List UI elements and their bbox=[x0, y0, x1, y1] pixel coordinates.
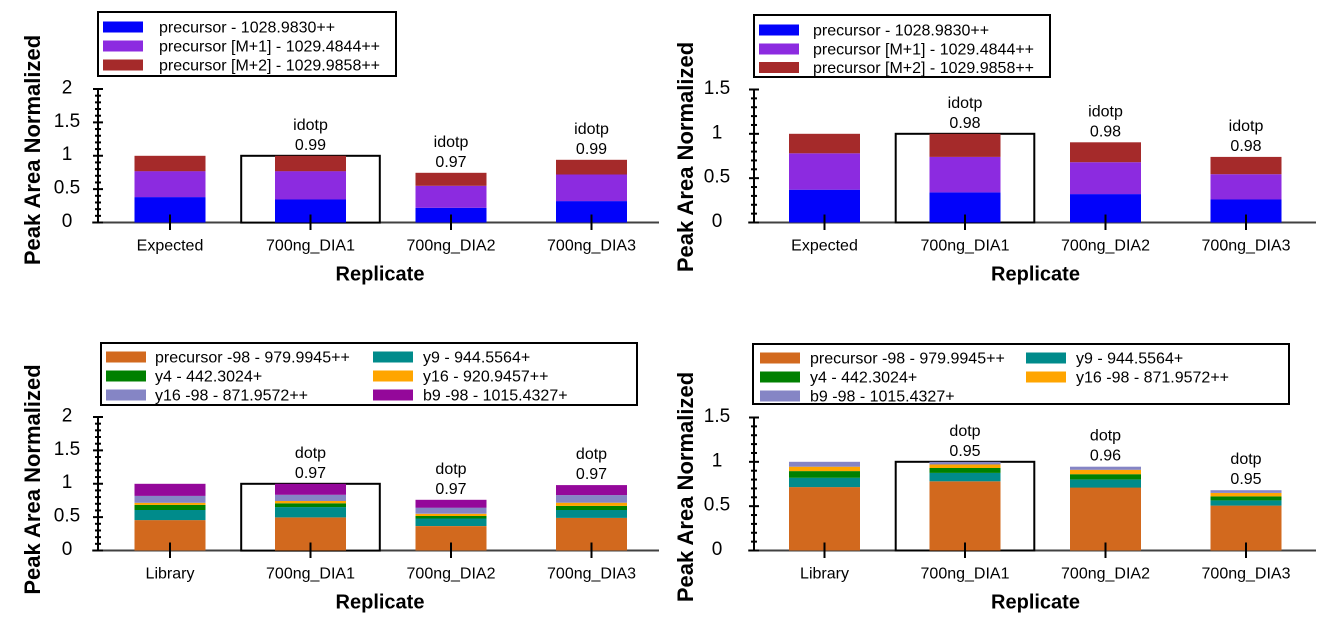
svg-text:precursor [M+1] - 1029.4844++: precursor [M+1] - 1029.4844++ bbox=[813, 42, 1034, 59]
svg-text:2: 2 bbox=[62, 406, 73, 427]
svg-text:b9 -98 - 1015.4327+: b9 -98 - 1015.4327+ bbox=[810, 389, 955, 406]
svg-text:idotp: idotp bbox=[574, 121, 609, 138]
svg-text:1.5: 1.5 bbox=[54, 111, 80, 132]
svg-text:0: 0 bbox=[712, 539, 723, 560]
svg-text:0.5: 0.5 bbox=[704, 495, 730, 516]
svg-text:dotp: dotp bbox=[435, 461, 466, 478]
svg-text:700ng_DIA1: 700ng_DIA1 bbox=[921, 566, 1010, 583]
svg-text:1: 1 bbox=[712, 450, 723, 471]
svg-text:0.99: 0.99 bbox=[295, 137, 326, 154]
svg-text:Peak Area Normalized: Peak Area Normalized bbox=[673, 42, 698, 272]
svg-text:0.95: 0.95 bbox=[1230, 471, 1261, 488]
svg-text:idotp: idotp bbox=[1088, 103, 1123, 120]
svg-text:precursor -98 - 979.9945++: precursor -98 - 979.9945++ bbox=[155, 350, 350, 367]
svg-text:1.5: 1.5 bbox=[704, 406, 730, 427]
svg-text:700ng_DIA1: 700ng_DIA1 bbox=[921, 238, 1010, 255]
svg-text:Replicate: Replicate bbox=[336, 264, 425, 286]
svg-text:1.5: 1.5 bbox=[704, 78, 730, 99]
svg-text:0: 0 bbox=[62, 539, 73, 560]
svg-text:Library: Library bbox=[146, 566, 195, 583]
svg-text:y9 - 944.5564+: y9 - 944.5564+ bbox=[1076, 351, 1183, 368]
svg-text:2: 2 bbox=[62, 78, 73, 99]
svg-text:dotp: dotp bbox=[295, 445, 326, 462]
svg-text:700ng_DIA1: 700ng_DIA1 bbox=[266, 238, 355, 255]
svg-text:Replicate: Replicate bbox=[336, 592, 425, 614]
svg-text:700ng_DIA3: 700ng_DIA3 bbox=[547, 238, 636, 255]
svg-text:y16 - 920.9457++: y16 - 920.9457++ bbox=[423, 369, 548, 386]
svg-text:700ng_DIA2: 700ng_DIA2 bbox=[1061, 238, 1150, 255]
svg-text:Peak Area Normalized: Peak Area Normalized bbox=[20, 35, 45, 265]
svg-text:dotp: dotp bbox=[1090, 428, 1121, 445]
svg-text:700ng_DIA1: 700ng_DIA1 bbox=[266, 566, 355, 583]
svg-text:Peak Area Normalized: Peak Area Normalized bbox=[673, 372, 698, 602]
svg-text:precursor [M+1] - 1029.4844++: precursor [M+1] - 1029.4844++ bbox=[159, 39, 380, 56]
svg-text:0.5: 0.5 bbox=[704, 167, 730, 188]
svg-text:Replicate: Replicate bbox=[991, 592, 1080, 614]
svg-text:idotp: idotp bbox=[948, 95, 983, 112]
svg-text:0.98: 0.98 bbox=[1230, 138, 1261, 155]
svg-text:0.99: 0.99 bbox=[576, 141, 607, 158]
svg-text:precursor [M+2] - 1029.9858++: precursor [M+2] - 1029.9858++ bbox=[813, 60, 1034, 77]
svg-text:idotp: idotp bbox=[434, 134, 469, 151]
svg-text:Expected: Expected bbox=[137, 238, 204, 255]
svg-text:700ng_DIA2: 700ng_DIA2 bbox=[407, 566, 496, 583]
svg-text:1: 1 bbox=[62, 472, 73, 493]
svg-text:0: 0 bbox=[712, 211, 723, 232]
svg-text:Replicate: Replicate bbox=[991, 264, 1080, 286]
svg-text:1: 1 bbox=[62, 144, 73, 165]
svg-text:y4 - 442.3024+: y4 - 442.3024+ bbox=[810, 370, 917, 387]
svg-text:y9 - 944.5564+: y9 - 944.5564+ bbox=[423, 350, 530, 367]
svg-text:Library: Library bbox=[800, 566, 849, 583]
svg-text:0.5: 0.5 bbox=[54, 506, 80, 527]
svg-text:idotp: idotp bbox=[293, 117, 328, 134]
svg-text:Expected: Expected bbox=[791, 238, 858, 255]
svg-text:700ng_DIA2: 700ng_DIA2 bbox=[407, 238, 496, 255]
svg-text:precursor -98 - 979.9945++: precursor -98 - 979.9945++ bbox=[810, 351, 1005, 368]
svg-text:y4 - 442.3024+: y4 - 442.3024+ bbox=[155, 369, 262, 386]
svg-text:0.96: 0.96 bbox=[1090, 448, 1121, 465]
svg-text:1: 1 bbox=[712, 122, 723, 143]
svg-text:idotp: idotp bbox=[1229, 118, 1264, 135]
svg-text:0.97: 0.97 bbox=[435, 154, 466, 171]
svg-text:0.5: 0.5 bbox=[54, 178, 80, 199]
svg-text:0.97: 0.97 bbox=[435, 481, 466, 498]
svg-text:y16 -98 - 871.9572++: y16 -98 - 871.9572++ bbox=[1076, 370, 1229, 387]
svg-text:700ng_DIA3: 700ng_DIA3 bbox=[1202, 238, 1291, 255]
svg-text:b9 -98 - 1015.4327+: b9 -98 - 1015.4327+ bbox=[423, 388, 568, 405]
svg-text:700ng_DIA3: 700ng_DIA3 bbox=[547, 566, 636, 583]
svg-text:0.97: 0.97 bbox=[295, 465, 326, 482]
svg-text:700ng_DIA2: 700ng_DIA2 bbox=[1061, 566, 1150, 583]
svg-text:0: 0 bbox=[62, 211, 73, 232]
svg-text:0.95: 0.95 bbox=[949, 443, 980, 460]
svg-text:0.98: 0.98 bbox=[949, 115, 980, 132]
svg-text:0.97: 0.97 bbox=[576, 466, 607, 483]
svg-text:precursor - 1028.9830++: precursor - 1028.9830++ bbox=[159, 20, 335, 37]
svg-text:700ng_DIA3: 700ng_DIA3 bbox=[1202, 566, 1291, 583]
svg-text:y16 -98 - 871.9572++: y16 -98 - 871.9572++ bbox=[155, 388, 308, 405]
svg-text:dotp: dotp bbox=[949, 423, 980, 440]
svg-text:0.98: 0.98 bbox=[1090, 123, 1121, 140]
svg-text:precursor [M+2] - 1029.9858++: precursor [M+2] - 1029.9858++ bbox=[159, 58, 380, 75]
svg-text:1.5: 1.5 bbox=[54, 439, 80, 460]
svg-text:dotp: dotp bbox=[576, 446, 607, 463]
svg-text:dotp: dotp bbox=[1230, 451, 1261, 468]
svg-text:precursor - 1028.9830++: precursor - 1028.9830++ bbox=[813, 23, 989, 40]
svg-text:Peak Area Normalized: Peak Area Normalized bbox=[20, 364, 45, 594]
